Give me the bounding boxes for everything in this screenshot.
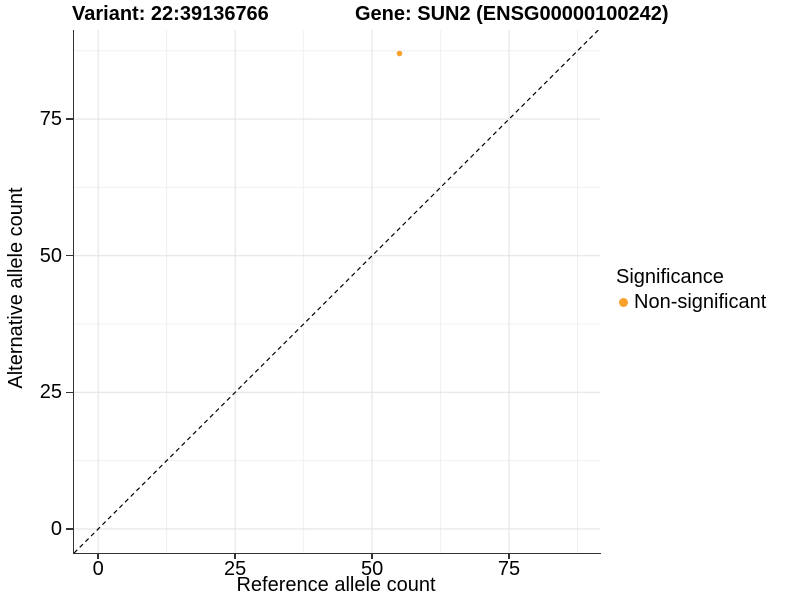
x-axis-title: Reference allele count (236, 574, 436, 596)
y-tick-label: 50 (39, 244, 62, 267)
plot-title-variant: Variant: 22:39136766 (72, 3, 269, 25)
y-tick-mark (66, 391, 73, 394)
y-tick-label: 25 (39, 381, 62, 404)
x-tick-mark (371, 553, 373, 559)
legend-item: Non-significant (616, 291, 766, 313)
legend-item-label: Non-significant (634, 291, 767, 313)
x-tick-label: 50 (360, 558, 384, 580)
legend-point-icon (619, 297, 628, 307)
x-tick-mark (97, 553, 99, 559)
y-tick-mark (66, 118, 73, 120)
legend-title: Significance (616, 266, 724, 288)
y-tick-label: 0 (50, 517, 62, 540)
x-tick-mark (508, 553, 510, 559)
y-tick-label: 75 (39, 108, 62, 131)
data-point (396, 50, 403, 57)
y-tick-mark (66, 528, 73, 530)
y-axis-line (72, 30, 74, 554)
plot-title-gene: Gene: SUN2 (ENSG00000100242) (355, 3, 669, 25)
identity-line (73, 30, 599, 553)
plot-panel (73, 30, 600, 553)
x-tick-mark (234, 553, 236, 559)
plot-area (73, 30, 600, 553)
x-tick-label: 75 (497, 558, 521, 580)
y-tick-mark (66, 254, 73, 257)
x-tick-label: 0 (92, 558, 104, 580)
x-tick-label: 25 (224, 558, 247, 580)
x-axis-line (72, 552, 601, 554)
y-axis-title: Alternative allele count (5, 187, 27, 389)
legend: Significance Non-significant (616, 266, 766, 313)
